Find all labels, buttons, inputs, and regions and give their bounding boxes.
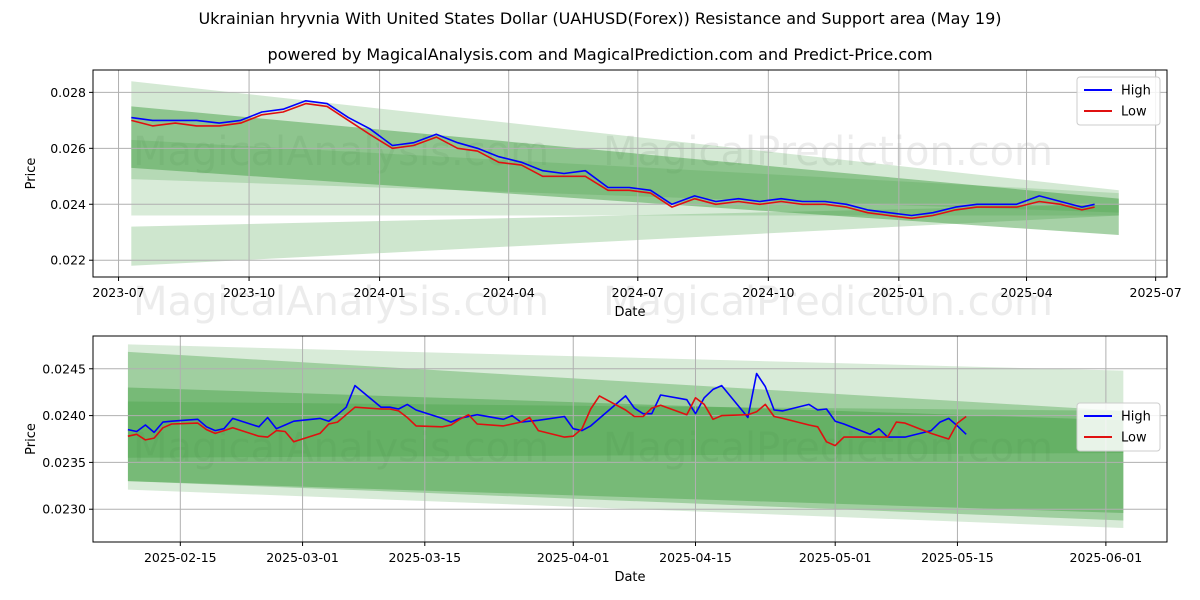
x-axis-label: Date xyxy=(614,305,645,320)
resistance-support-bands xyxy=(127,344,1124,528)
band-1 xyxy=(127,344,1124,528)
watermark: MagicalPrediction.com xyxy=(603,279,1053,325)
y-tick-label: 0.026 xyxy=(50,141,86,156)
x-tick-label: 2025-04 xyxy=(1000,285,1052,300)
legend: High Low xyxy=(1076,402,1161,452)
panel-2: MagicalAnalysis.com MagicalPrediction.com… xyxy=(24,335,1168,585)
x-tick-label: 2024-07 xyxy=(612,285,664,300)
x-tick-label: 2025-05-01 xyxy=(799,550,872,565)
y-tick-label: 0.022 xyxy=(50,253,86,268)
y-tick-label: 0.0230 xyxy=(42,502,86,517)
band-3 xyxy=(131,139,1119,216)
x-tick-label: 2025-04-01 xyxy=(537,550,610,565)
legend-label-low: Low xyxy=(1121,105,1147,120)
x-tick-label: 2024-10 xyxy=(742,285,794,300)
watermark: MagicalPrediction.com xyxy=(603,425,1053,471)
series-line-high xyxy=(131,100,1095,217)
band-3 xyxy=(127,387,1124,513)
band-2 xyxy=(127,351,1124,521)
legend-label-low: Low xyxy=(1121,431,1147,446)
y-tick-label: 0.0240 xyxy=(42,408,86,423)
y-tick-label: 0.0245 xyxy=(42,361,86,376)
x-tick-label: 2025-03-01 xyxy=(266,550,339,565)
x-tick-label: 2023-07 xyxy=(92,285,144,300)
y-tick-label: 0.024 xyxy=(50,197,86,212)
x-tick-label: 2024-04 xyxy=(483,285,535,300)
series-line-high xyxy=(127,372,967,438)
band-4 xyxy=(131,204,1119,266)
series-lines xyxy=(131,100,1095,220)
x-tick-label: 2025-04-15 xyxy=(659,550,732,565)
y-tick-label: 0.028 xyxy=(50,85,86,100)
plot-frame xyxy=(92,335,1168,543)
x-tick-label: 2025-02-15 xyxy=(144,550,217,565)
band-1 xyxy=(131,81,1119,213)
panel-1: MagicalAnalysis.comMagicalAnalysis.comMa… xyxy=(24,69,1182,325)
watermark: MagicalPrediction.com xyxy=(603,129,1053,175)
x-tick-label: 2023-10 xyxy=(223,285,275,300)
band-2 xyxy=(131,106,1119,236)
chart-subtitle: powered by MagicalAnalysis.com and Magic… xyxy=(267,45,933,64)
x-tick-label: 2024-01 xyxy=(353,285,405,300)
legend: High Low xyxy=(1076,76,1161,126)
legend-label-high: High xyxy=(1121,410,1151,425)
x-tick-label: 2025-07 xyxy=(1130,285,1182,300)
y-tick-label: 0.0235 xyxy=(42,455,86,470)
chart-title: Ukrainian hryvnia With United States Dol… xyxy=(198,9,1002,28)
resistance-support-bands xyxy=(131,81,1119,266)
watermark: MagicalAnalysis.com xyxy=(133,279,549,325)
x-tick-label: 2025-05-15 xyxy=(921,550,994,565)
legend-label-high: High xyxy=(1121,84,1151,99)
y-axis-label: Price xyxy=(24,423,39,455)
series-line-low xyxy=(127,395,967,447)
series-lines xyxy=(127,372,967,447)
x-axis-label: Date xyxy=(614,570,645,585)
x-tick-label: 2025-03-15 xyxy=(388,550,461,565)
x-tick-label: 2025-01 xyxy=(873,285,925,300)
y-axis-label: Price xyxy=(24,158,39,190)
watermark: MagicalAnalysis.com xyxy=(133,425,549,471)
series-line-low xyxy=(131,102,1095,220)
x-tick-label: 2025-06-01 xyxy=(1070,550,1143,565)
plot-frame xyxy=(92,69,1168,278)
